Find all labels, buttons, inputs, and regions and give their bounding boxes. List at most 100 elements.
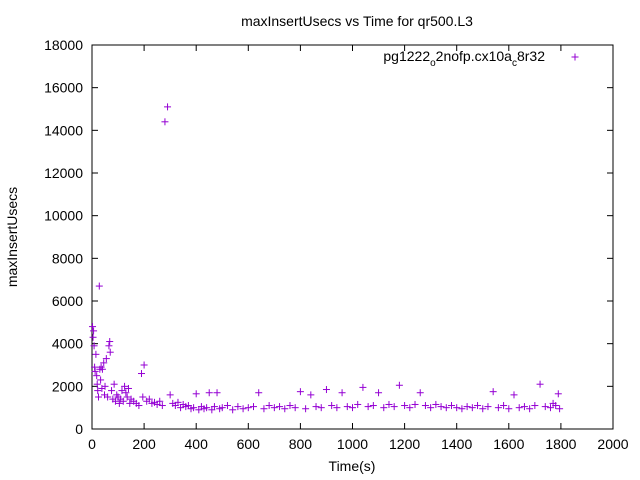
- data-point: [453, 404, 461, 412]
- x-tick-label: 1600: [493, 436, 524, 452]
- data-point: [375, 389, 383, 397]
- data-point: [328, 402, 336, 410]
- data-point: [296, 388, 304, 396]
- data-point: [307, 391, 315, 399]
- data-point: [494, 404, 502, 412]
- data-point: [427, 404, 435, 412]
- data-point: [106, 348, 114, 356]
- data-point: [432, 400, 440, 408]
- data-point: [338, 389, 346, 397]
- data-point: [118, 387, 126, 395]
- data-point: [302, 405, 310, 413]
- data-point: [364, 403, 372, 411]
- data-point: [411, 400, 419, 408]
- data-point: [395, 381, 403, 389]
- x-tick-label: 1200: [389, 436, 420, 452]
- x-tick-label: 1800: [545, 436, 576, 452]
- y-tick-label: 10000: [44, 208, 83, 224]
- x-tick-label: 200: [132, 436, 156, 452]
- data-point: [390, 403, 398, 411]
- data-point: [164, 103, 172, 111]
- data-point: [94, 387, 102, 395]
- data-point: [552, 402, 560, 410]
- legend-label-part: pg1222: [383, 48, 430, 64]
- data-point: [500, 402, 508, 410]
- x-tick-label: 400: [185, 436, 209, 452]
- data-point: [122, 389, 130, 397]
- data-point: [510, 391, 518, 399]
- data-point: [234, 403, 242, 411]
- data-point: [291, 404, 299, 412]
- data-point: [479, 405, 487, 413]
- data-point: [203, 404, 211, 412]
- data-point: [255, 389, 263, 397]
- data-point: [458, 405, 466, 413]
- data-point: [161, 118, 169, 126]
- data-point: [93, 372, 101, 380]
- data-point: [401, 402, 409, 410]
- data-point: [343, 403, 351, 411]
- legend-label-part: c: [512, 58, 517, 69]
- data-point: [250, 403, 258, 411]
- data-point: [349, 404, 356, 412]
- x-tick-label: 800: [289, 436, 313, 452]
- series-points: [89, 103, 564, 414]
- data-point: [115, 399, 123, 407]
- data-point: [100, 359, 108, 367]
- data-point: [526, 405, 534, 413]
- data-point: [90, 342, 98, 350]
- data-point: [463, 403, 471, 411]
- y-tick-label: 4000: [52, 336, 83, 352]
- data-point: [218, 404, 226, 412]
- data-point: [536, 380, 544, 388]
- data-point: [124, 384, 132, 392]
- data-point: [213, 389, 221, 397]
- data-point: [97, 376, 105, 384]
- data-point: [239, 405, 247, 413]
- data-point: [95, 282, 103, 290]
- y-tick-label: 2000: [52, 378, 83, 394]
- legend-marker: [571, 53, 579, 61]
- data-point: [106, 338, 114, 346]
- data-point: [89, 323, 97, 331]
- data-point: [369, 402, 377, 410]
- data-point: [91, 363, 99, 371]
- x-tick-label: 0: [88, 436, 96, 452]
- data-point: [89, 333, 97, 341]
- data-point: [505, 405, 513, 413]
- data-point: [489, 388, 497, 396]
- chart-title: maxInsertUsecs vs Time for qr500.L3: [241, 13, 473, 29]
- data-point: [139, 393, 147, 401]
- data-point: [447, 402, 455, 410]
- data-point: [108, 387, 116, 395]
- data-point: [276, 403, 284, 411]
- legend-label-part: 2nofp.cx10a: [436, 48, 512, 64]
- data-point: [137, 370, 145, 378]
- data-point: [123, 393, 131, 401]
- data-point: [174, 398, 182, 406]
- data-point: [111, 397, 119, 405]
- legend-label-part: o: [430, 58, 436, 69]
- legend-label-part: 8r32: [517, 48, 545, 64]
- x-tick-label: 600: [237, 436, 261, 452]
- data-point: [260, 405, 268, 413]
- data-point: [93, 380, 101, 388]
- data-point: [515, 404, 523, 412]
- data-point: [286, 402, 294, 410]
- data-point: [101, 382, 109, 390]
- y-tick-label: 0: [75, 421, 83, 437]
- data-point: [333, 404, 341, 412]
- y-tick-label: 6000: [52, 293, 83, 309]
- y-tick-label: 14000: [44, 122, 83, 138]
- data-point: [90, 327, 98, 335]
- data-point: [205, 389, 213, 397]
- y-tick-label: 18000: [44, 37, 83, 53]
- data-point: [166, 391, 174, 399]
- data-point: [385, 400, 393, 408]
- data-point: [541, 403, 549, 411]
- data-point: [265, 402, 273, 410]
- x-axis: 0 200 400 600 800 1000 1200 1400 1600 1800 2000: [88, 45, 629, 452]
- data-point: [322, 386, 330, 394]
